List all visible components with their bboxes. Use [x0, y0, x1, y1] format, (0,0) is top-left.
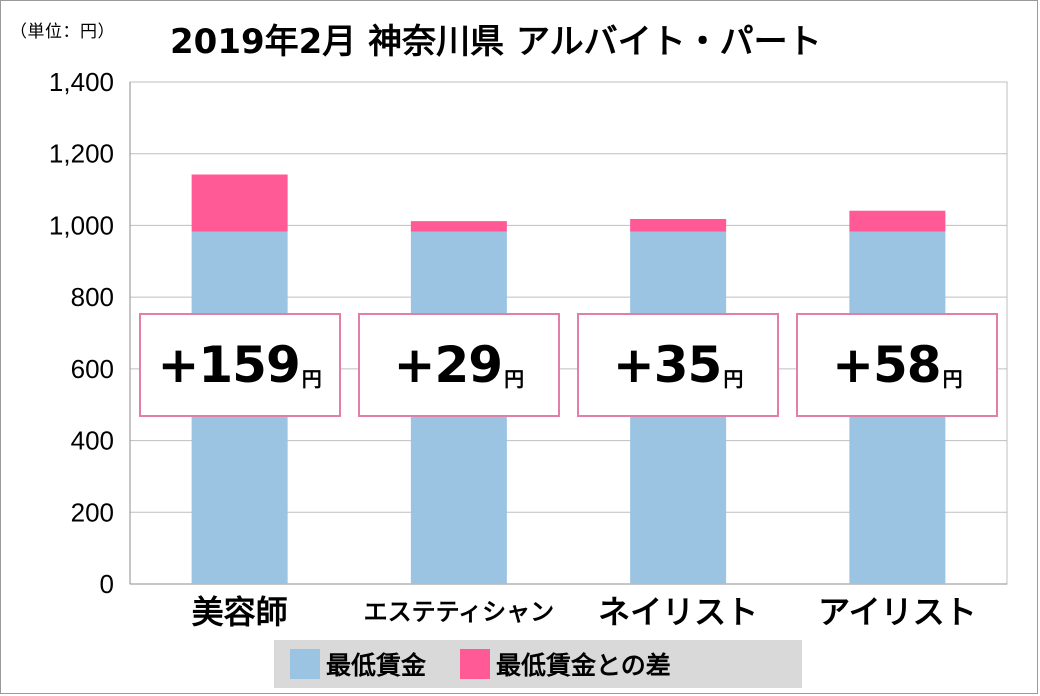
legend-label-diff: 最低賃金との差 — [496, 651, 671, 680]
legend-swatch-base — [290, 649, 320, 679]
bar-diff-segment — [191, 174, 288, 232]
diff-callout-amount: +159 — [157, 336, 300, 394]
diff-callout-amount: +29 — [393, 336, 503, 394]
diff-callout-unit: 円 — [504, 366, 525, 391]
bar-diff-segment — [849, 210, 946, 232]
y-tick-label: 0 — [100, 569, 114, 599]
bar-diff-segment — [630, 218, 727, 232]
legend-item-diff: 最低賃金との差 — [460, 646, 671, 682]
chart-title: 2019年2月 神奈川県 アルバイト・パート — [170, 22, 822, 62]
diff-callout-unit: 円 — [723, 366, 744, 391]
diff-callout-unit: 円 — [942, 366, 963, 391]
diff-callout: +58 円 — [796, 313, 999, 417]
diff-callout-amount: +58 — [832, 336, 941, 394]
legend-swatch-diff — [460, 649, 491, 679]
x-category-label: アイリスト — [818, 593, 977, 631]
legend-label-base: 最低賃金 — [326, 651, 427, 680]
bar-diff-segment — [410, 221, 507, 232]
x-category-label: エステティシャン — [363, 598, 555, 626]
y-tick-label: 1,200 — [49, 139, 114, 169]
legend-item-base: 最低賃金 — [290, 646, 426, 682]
y-tick-label: 600 — [71, 354, 114, 384]
x-category-label: ネイリスト — [598, 593, 759, 631]
diff-callout: +29 円 — [357, 313, 560, 417]
y-tick-label: 800 — [71, 282, 114, 312]
diff-callout-unit: 円 — [301, 366, 322, 391]
y-tick-label: 1,000 — [49, 210, 114, 240]
x-category-label: 美容師 — [191, 593, 288, 631]
diff-callout: +159 円 — [138, 313, 341, 417]
y-tick-label: 1,400 — [49, 67, 114, 97]
y-tick-label: 400 — [71, 426, 114, 456]
unit-label: （単位：円） — [10, 22, 115, 42]
y-tick-label: 200 — [71, 497, 114, 527]
legend: 最低賃金 最低賃金との差 — [274, 640, 802, 688]
diff-callout: +35 円 — [577, 313, 780, 417]
diff-callout-amount: +35 — [612, 336, 722, 394]
